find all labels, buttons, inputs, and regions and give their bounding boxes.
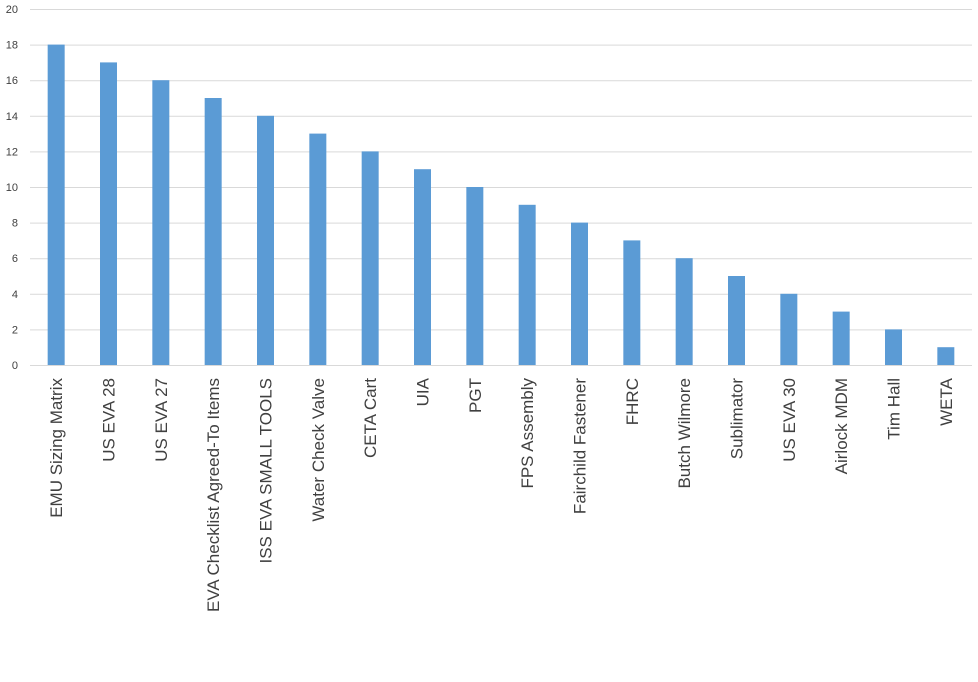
bar-11 xyxy=(623,240,641,365)
bar-6 xyxy=(361,151,379,365)
x-tick-label: US EVA 30 xyxy=(780,378,799,462)
x-tick-label: Fairchild Fastener xyxy=(571,378,590,514)
x-tick-label: UIA xyxy=(414,377,433,406)
gridlines xyxy=(30,9,972,366)
bar-10 xyxy=(571,222,588,365)
x-tick-label: Butch Wilmore xyxy=(675,378,694,489)
bar-1 xyxy=(100,62,117,366)
x-tick-label: ISS EVA SMALL TOOLS xyxy=(257,378,276,564)
bar-15 xyxy=(832,311,850,365)
bars xyxy=(47,44,955,366)
x-tick-label: PGT xyxy=(466,378,485,413)
x-axis-ticks: EMU Sizing Matrix US EVA 28 US EVA 27 EVA C… xyxy=(47,377,956,612)
y-tick-label: 20 xyxy=(6,4,18,16)
y-tick-label: 2 xyxy=(12,324,18,336)
x-tick-label: CETA Cart xyxy=(361,378,380,458)
bar-12 xyxy=(675,258,693,365)
bar-7 xyxy=(414,169,431,365)
y-tick-label: 6 xyxy=(12,253,18,265)
bar-2 xyxy=(152,80,170,365)
bar-14 xyxy=(780,293,798,365)
x-tick-label: EVA Checklist Agreed-To Items xyxy=(204,378,223,612)
y-tick-label: 16 xyxy=(6,75,18,87)
y-axis-ticks: 0 2 4 6 8 10 12 14 16 18 20 xyxy=(6,4,18,372)
y-tick-label: 18 xyxy=(6,40,18,52)
x-tick-label: Sublimator xyxy=(728,378,747,460)
x-tick-label: FHRC xyxy=(623,378,642,425)
bar-5 xyxy=(309,133,327,365)
y-tick-label: 4 xyxy=(12,289,18,301)
bar-8 xyxy=(466,187,484,365)
bar-17 xyxy=(937,347,955,365)
y-tick-label: 0 xyxy=(12,360,18,372)
x-tick-label: WETA xyxy=(937,377,956,426)
bar-4 xyxy=(257,115,274,365)
bar-9 xyxy=(518,204,536,365)
bar-3 xyxy=(204,98,222,365)
y-tick-label: 8 xyxy=(12,218,18,230)
bar-0 xyxy=(47,44,65,365)
bar-16 xyxy=(885,329,902,365)
y-tick-label: 14 xyxy=(6,111,18,123)
x-tick-label: Water Check Valve xyxy=(309,378,328,522)
y-tick-label: 10 xyxy=(6,182,18,194)
x-tick-label: EMU Sizing Matrix xyxy=(47,378,66,518)
x-tick-label: Airlock MDM xyxy=(832,378,851,474)
bar-13 xyxy=(728,276,745,365)
x-tick-label: Tim Hall xyxy=(885,378,904,440)
x-tick-label: US EVA 27 xyxy=(152,378,171,462)
x-tick-label: US EVA 28 xyxy=(100,378,119,462)
y-tick-label: 12 xyxy=(6,146,18,158)
x-tick-label: FPS Assembly xyxy=(518,378,537,489)
